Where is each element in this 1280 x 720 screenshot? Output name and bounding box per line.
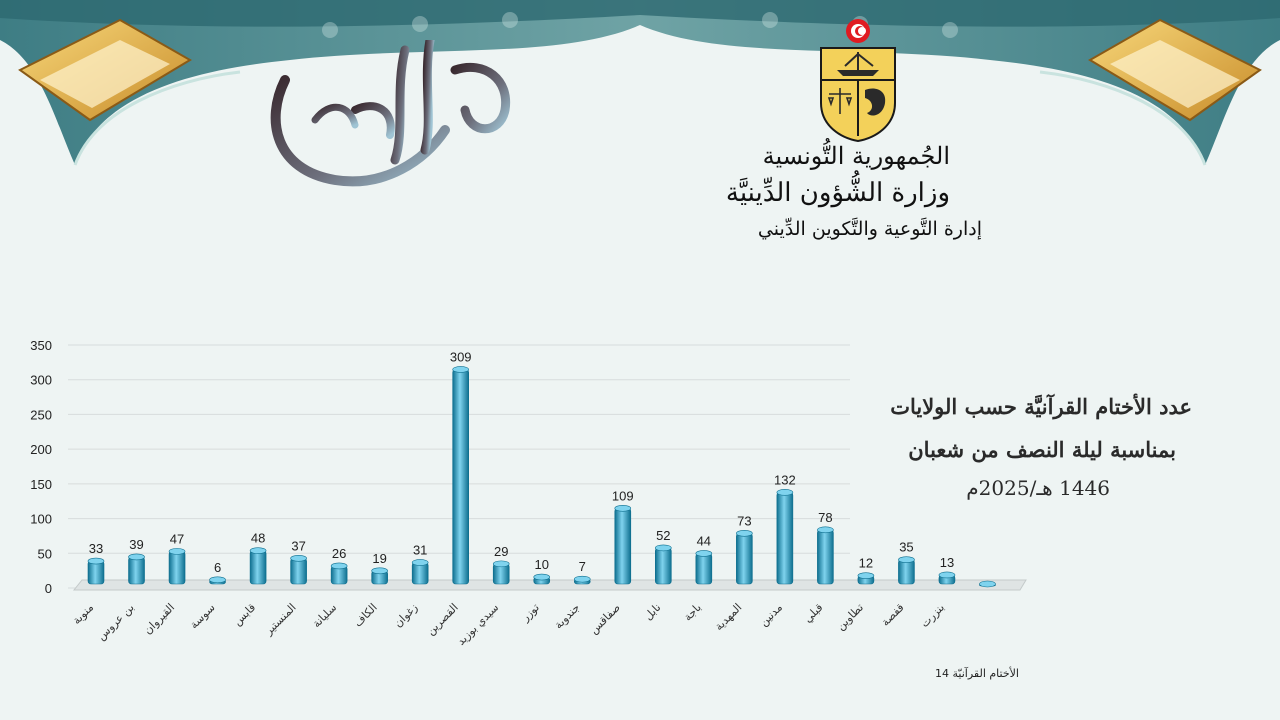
x-tick-label: توزر (518, 601, 542, 625)
data-label: 37 (291, 538, 305, 553)
bar-chart: 0 50 100 150 200 250 300 350 33 منوبة 39 بن عروس 47 ا… (30, 338, 1027, 648)
bar (776, 492, 794, 585)
data-label: 7 (579, 559, 586, 574)
bar-cap (938, 571, 956, 579)
bar (817, 529, 834, 585)
x-tick-label: سيدي بوزيد (454, 601, 501, 648)
bar-cap (533, 573, 551, 581)
data-label: 12 (859, 556, 873, 571)
y-tick-label: 100 (30, 512, 52, 527)
bar-cap (87, 557, 105, 565)
x-tick-label: سوسة (187, 601, 217, 631)
bar (736, 533, 753, 585)
footnote: الأختام القرآنيّة 14 (935, 667, 1019, 680)
bar-cap (573, 575, 591, 583)
bar (290, 558, 307, 585)
bar-cap (290, 555, 307, 562)
bar (168, 551, 186, 585)
x-tick-label: القصرين (424, 601, 461, 638)
x-tick-label: منوبة (70, 601, 96, 627)
x-tick-label: قبلي (801, 601, 825, 625)
data-label: 13 (940, 555, 954, 570)
x-tick-label: جندوبة (552, 601, 583, 632)
bar-cap (695, 550, 713, 557)
bar (249, 550, 267, 585)
bar-cap (614, 505, 632, 512)
data-label: 73 (737, 513, 751, 528)
data-label: 6 (214, 560, 221, 575)
y-tick-label: 200 (30, 442, 52, 457)
bar (655, 547, 672, 585)
bar-cap (857, 572, 875, 579)
y-tick-label: 300 (30, 373, 52, 388)
bar-cap (371, 567, 388, 575)
bar-cap (492, 560, 510, 568)
ministry-name: وزارة الشُّؤون الدِّينيَّة (725, 178, 950, 208)
data-label: 78 (818, 510, 832, 525)
bar (452, 369, 469, 585)
x-tick-label: سليانة (310, 601, 339, 630)
data-label: 309 (450, 349, 472, 364)
data-label: 52 (656, 528, 670, 543)
x-tick-label: الكاف (351, 601, 379, 629)
bar-cap (209, 576, 226, 584)
bar-cap (655, 544, 672, 552)
department-name: إدارة التَّوعية والتَّكوين الدِّيني (757, 218, 982, 240)
bar (695, 553, 713, 585)
x-tick-label: قابس (231, 601, 258, 628)
x-tick-label: مدنين (757, 601, 785, 629)
chart-date: 1446 هـ/2025م (966, 476, 1110, 500)
bar (614, 508, 632, 585)
bar-cap (817, 526, 834, 534)
x-tick-label: باجة (681, 601, 704, 624)
shaaban-calligraphy (270, 40, 511, 187)
y-tick-label: 250 (30, 407, 52, 422)
bar-cap (128, 553, 145, 561)
x-tick-label: زغوان (391, 601, 420, 630)
x-tick-label: صفاقس (587, 601, 623, 637)
data-label: 35 (899, 540, 913, 555)
chart-subtitle: بمناسبة ليلة النصف من شعبان (908, 437, 1176, 462)
bar-cap (736, 530, 753, 537)
decorative-banner (0, 0, 1280, 166)
data-label: 26 (332, 546, 346, 561)
tunisia-emblem (820, 19, 896, 142)
data-label: 29 (494, 544, 508, 559)
data-label: 10 (535, 557, 549, 572)
bar-cap (979, 580, 996, 588)
bar-cap (898, 556, 915, 563)
data-label: 44 (697, 533, 711, 548)
bar (128, 556, 145, 585)
x-tick-label: المنستير (262, 601, 299, 638)
bar (87, 560, 105, 585)
data-label: 132 (774, 472, 796, 487)
y-tick-label: 0 (45, 581, 52, 596)
x-tick-label: تطاوين (834, 601, 866, 633)
x-tick-label: القيروان (141, 601, 177, 637)
bar-cap (452, 366, 469, 373)
chart-title: عدد الأختام القرآنيَّة حسب الولايات (890, 394, 1192, 419)
bar-cap (330, 562, 348, 570)
x-tick-label: بنزرت (918, 601, 947, 630)
republic-name: الجُمهورية التُّونسية (762, 142, 950, 170)
data-label: 33 (89, 541, 103, 556)
bar-cap (776, 489, 794, 496)
data-label: 109 (612, 488, 634, 503)
bar-cap (249, 547, 267, 554)
bar-cap (168, 548, 186, 555)
data-label: 47 (170, 531, 184, 546)
bar-cap (411, 559, 429, 566)
y-tick-label: 150 (30, 477, 52, 492)
data-label: 19 (372, 551, 386, 566)
x-tick-label: بن عروس (95, 601, 137, 643)
bar (898, 559, 915, 585)
data-label: 39 (129, 537, 143, 552)
x-tick-label: نابل (642, 601, 664, 623)
data-label: 31 (413, 542, 427, 557)
x-tick-label: قفصة (879, 601, 907, 629)
y-tick-label: 350 (30, 338, 52, 353)
data-label: 48 (251, 531, 265, 546)
y-tick-label: 50 (38, 546, 52, 561)
x-tick-label: المهدية (712, 601, 744, 633)
